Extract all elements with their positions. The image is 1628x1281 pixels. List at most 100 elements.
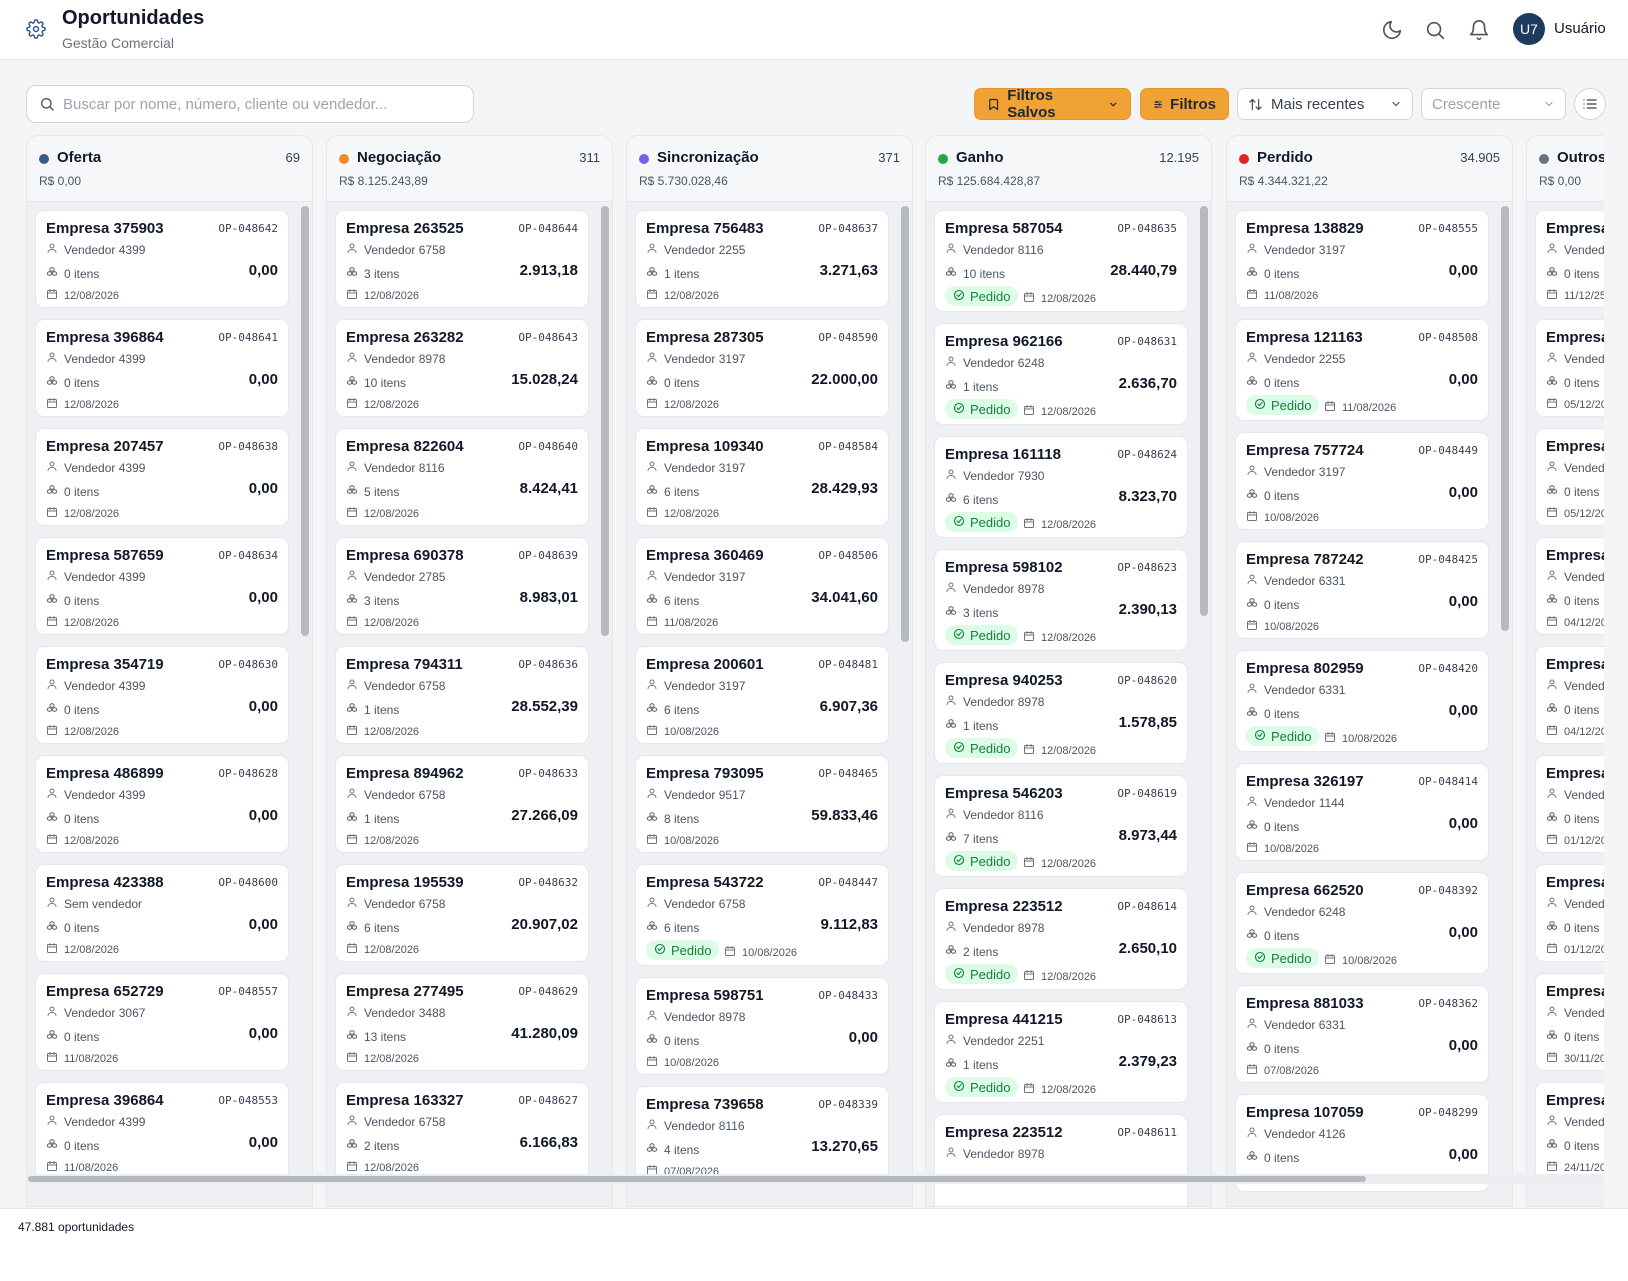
opportunity-code: OP-048425 xyxy=(1418,553,1478,566)
column-scrollbar[interactable] xyxy=(901,206,909,642)
opportunity-card[interactable]: Empresa 396864 OP-048641 Vendedor 4399 0 it… xyxy=(35,319,289,417)
opportunity-card[interactable]: Empresa 207457 OP-048638 Vendedor 4399 0 it… xyxy=(35,428,289,526)
items: 0 itens xyxy=(646,1033,699,1048)
opportunity-card[interactable]: Empresa 757724 OP-048449 Vendedor 3197 0 it… xyxy=(1235,432,1489,530)
opportunity-value: 0,00 xyxy=(248,371,278,388)
opportunity-card[interactable]: Empresa 441215 OP-048613 Vendedor 2251 1 it… xyxy=(934,1001,1188,1103)
opportunity-card[interactable]: Empresa 739658 OP-048339 Vendedor 8116 4 it… xyxy=(635,1086,889,1184)
opportunity-card[interactable]: Empresa 326197 OP-048414 Vendedor 1144 0 it… xyxy=(1235,763,1489,861)
bell-icon[interactable] xyxy=(1468,19,1490,41)
opportunity-card[interactable]: Empresa 354719 OP-048630 Vendedor 4399 0 it… xyxy=(35,646,289,744)
opportunity-card[interactable]: Empresa 793095 OP-048465 Vendedor 9517 8 it… xyxy=(635,755,889,853)
opportunity-card[interactable]: Empresa 546203 OP-048619 Vendedor 8116 7 it… xyxy=(934,775,1188,877)
saved-filters-button[interactable]: Filtros Salvos xyxy=(974,87,1131,121)
opportunity-card[interactable]: Empresa 163327 OP-048627 Vendedor 6758 2 it… xyxy=(335,1082,589,1180)
opportunity-card[interactable]: Empresa 543722 OP-048447 Vendedor 6758 6 it… xyxy=(635,864,889,966)
opportunity-card[interactable]: Empresa 587054 OP-048635 Vendedor 8116 10 i… xyxy=(934,210,1188,312)
date: 10/08/2026 xyxy=(1324,731,1397,746)
opportunity-card[interactable]: Empresa 787242 OP-048425 Vendedor 6331 0 it… xyxy=(1235,541,1489,639)
opportunity-card[interactable]: Empresa Vendedo 0 itens 05/12/20 xyxy=(1535,319,1604,417)
opportunity-card[interactable]: Empresa Vendedo 0 itens 05/12/20 xyxy=(1535,428,1604,526)
opportunity-card[interactable]: Empresa Vendedo 0 itens 04/12/20 xyxy=(1535,646,1604,744)
horizontal-scrollbar[interactable] xyxy=(26,1174,1604,1184)
column-scrollbar[interactable] xyxy=(1501,206,1509,631)
date: 12/08/2026 xyxy=(346,397,419,412)
opportunity-card[interactable]: Empresa 587659 OP-048634 Vendedor 4399 0 it… xyxy=(35,537,289,635)
boxes-icon xyxy=(646,920,658,935)
items: 6 itens xyxy=(346,920,399,935)
list-view-button[interactable] xyxy=(1574,88,1606,120)
opportunity-card[interactable]: Empresa Vendedo 0 itens 11/12/25 xyxy=(1535,210,1604,308)
opportunity-card[interactable]: Empresa 894962 OP-048633 Vendedor 6758 1 it… xyxy=(335,755,589,853)
opportunity-card[interactable]: Empresa 200601 OP-048481 Vendedor 3197 6 it… xyxy=(635,646,889,744)
opportunity-card[interactable]: Empresa 263525 OP-048644 Vendedor 6758 3 it… xyxy=(335,210,589,308)
opportunity-card[interactable]: Empresa 161118 OP-048624 Vendedor 7930 6 it… xyxy=(934,436,1188,538)
opportunity-card[interactable]: Empresa 263282 OP-048643 Vendedor 8978 10 i… xyxy=(335,319,589,417)
opportunity-card[interactable]: Empresa 598102 OP-048623 Vendedor 8978 3 it… xyxy=(934,549,1188,651)
opportunity-code: OP-048627 xyxy=(518,1094,578,1107)
user-name[interactable]: Usuário xyxy=(1554,20,1606,37)
opportunity-card[interactable]: Empresa 396864 OP-048553 Vendedor 4399 0 it… xyxy=(35,1082,289,1180)
date: 12/08/2026 xyxy=(1023,1082,1096,1097)
scrollbar-thumb[interactable] xyxy=(28,1176,1366,1182)
avatar[interactable]: U7 xyxy=(1513,13,1545,45)
sort-select[interactable]: Mais recentes xyxy=(1237,88,1413,120)
opportunity-card[interactable]: Empresa 223512 OP-048611 Vendedor 8978 xyxy=(934,1114,1188,1206)
opportunity-card[interactable]: Empresa 940253 OP-048620 Vendedor 8978 1 it… xyxy=(934,662,1188,764)
opportunity-card[interactable]: Empresa 223512 OP-048614 Vendedor 8978 2 it… xyxy=(934,888,1188,990)
opportunity-card[interactable]: Empresa 486899 OP-048628 Vendedor 4399 0 it… xyxy=(35,755,289,853)
column-header: Negociação 311 R$ 8.125.243,89 xyxy=(327,136,612,202)
opportunity-card[interactable]: Empresa 662520 OP-048392 Vendedor 6248 0 it… xyxy=(1235,872,1489,974)
gear-icon[interactable] xyxy=(26,19,46,39)
opportunity-card[interactable]: Empresa 690378 OP-048639 Vendedor 2785 3 it… xyxy=(335,537,589,635)
opportunity-card[interactable]: Empresa 287305 OP-048590 Vendedor 3197 0 it… xyxy=(635,319,889,417)
opportunity-card[interactable]: Empresa Vendedo 0 itens 30/11/20 xyxy=(1535,973,1604,1071)
date-text: 12/08/2026 xyxy=(64,616,120,629)
vendor-name: Vendedor 8116 xyxy=(963,242,1044,257)
calendar-icon xyxy=(646,506,658,521)
opportunity-card[interactable]: Empresa 195539 OP-048632 Vendedor 6758 6 it… xyxy=(335,864,589,962)
date-text: 12/08/2026 xyxy=(64,725,120,738)
opportunity-card[interactable]: Empresa 121163 OP-048508 Vendedor 2255 0 it… xyxy=(1235,319,1489,421)
opportunity-card[interactable]: Empresa 756483 OP-048637 Vendedor 2255 1 it… xyxy=(635,210,889,308)
opportunity-card[interactable]: Empresa 652729 OP-048557 Vendedor 3067 0 it… xyxy=(35,973,289,1071)
opportunity-card[interactable]: Empresa 109340 OP-048584 Vendedor 3197 6 it… xyxy=(635,428,889,526)
items-count: 1 itens xyxy=(963,1057,999,1072)
company-name: Empresa 354719 xyxy=(46,656,164,673)
opportunity-card[interactable]: Empresa 138829 OP-048555 Vendedor 3197 0 it… xyxy=(1235,210,1489,308)
items: 0 itens xyxy=(1546,1138,1599,1153)
search-input[interactable] xyxy=(63,87,463,121)
opportunity-value: 8.983,01 xyxy=(519,589,578,606)
opportunity-value: 6.907,36 xyxy=(819,698,878,715)
company-name: Empresa 690378 xyxy=(346,547,464,564)
opportunity-card[interactable]: Empresa 822604 OP-048640 Vendedor 8116 5 it… xyxy=(335,428,589,526)
opportunity-code: OP-048392 xyxy=(1418,884,1478,897)
items: 3 itens xyxy=(945,605,998,620)
opportunity-card[interactable]: Empresa 962166 OP-048631 Vendedor 6248 1 it… xyxy=(934,323,1188,425)
opportunity-card[interactable]: Empresa 360469 OP-048506 Vendedor 3197 6 it… xyxy=(635,537,889,635)
opportunity-code: OP-048619 xyxy=(1117,787,1177,800)
badge-label: Pedido xyxy=(970,966,1011,982)
opportunity-card[interactable]: Empresa Vendedo 0 itens 04/12/20 xyxy=(1535,537,1604,635)
date-text: 10/08/2026 xyxy=(1342,954,1398,967)
column-scrollbar[interactable] xyxy=(301,206,309,636)
search-icon[interactable] xyxy=(1424,19,1446,41)
opportunity-card[interactable]: Empresa 881033 OP-048362 Vendedor 6331 0 it… xyxy=(1235,985,1489,1083)
opportunity-card[interactable]: Empresa 794311 OP-048636 Vendedor 6758 1 it… xyxy=(335,646,589,744)
opportunity-card[interactable]: Empresa Vendedo 0 itens 24/11/20 xyxy=(1535,1082,1604,1180)
opportunity-card[interactable]: Empresa 375903 OP-048642 Vendedor 4399 0 it… xyxy=(35,210,289,308)
column-scrollbar[interactable] xyxy=(601,206,609,636)
vendor: Vendedor 3197 xyxy=(1246,464,1345,479)
order-select[interactable]: Crescente xyxy=(1421,88,1566,120)
opportunity-card[interactable]: Empresa 277495 OP-048629 Vendedor 3488 13 i… xyxy=(335,973,589,1071)
opportunity-card[interactable]: Empresa 423388 OP-048600 Sem vendedor 0 ite… xyxy=(35,864,289,962)
opportunity-card[interactable]: Empresa 598751 OP-048433 Vendedor 8978 0 it… xyxy=(635,977,889,1075)
filters-button[interactable]: Filtros xyxy=(1140,88,1229,120)
vendor: Vendedo xyxy=(1546,787,1604,802)
moon-icon[interactable] xyxy=(1381,19,1403,41)
opportunity-card[interactable]: Empresa 802959 OP-048420 Vendedor 6331 0 it… xyxy=(1235,650,1489,752)
opportunity-card[interactable]: Empresa Vendedo 0 itens 01/12/20 xyxy=(1535,755,1604,853)
opportunity-card[interactable]: Empresa Vendedo 0 itens 01/12/20 xyxy=(1535,864,1604,962)
opportunity-code: OP-048637 xyxy=(818,222,878,235)
column-scrollbar[interactable] xyxy=(1200,206,1208,616)
